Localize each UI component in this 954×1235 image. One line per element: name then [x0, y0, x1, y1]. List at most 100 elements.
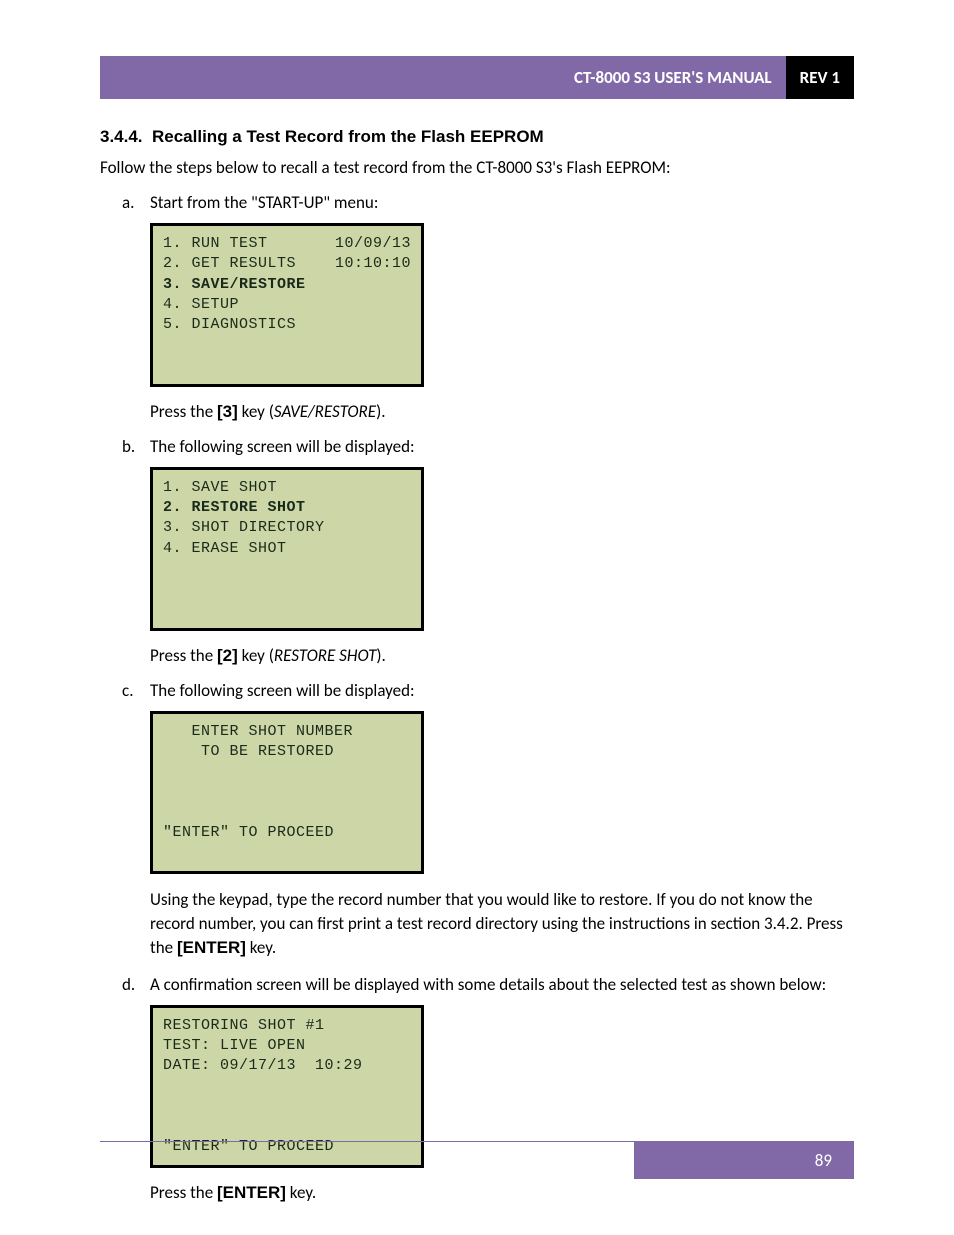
- lcd-text: ENTER SHOT NUMBER: [163, 722, 353, 742]
- lcd-line: 4. ERASE SHOT: [163, 539, 411, 559]
- lcd-line: [163, 803, 411, 823]
- lcd-line: "ENTER" TO PROCEED: [163, 823, 411, 843]
- lcd-line: [163, 782, 411, 802]
- step-marker: a.: [122, 192, 150, 422]
- lcd-text: [163, 1076, 173, 1096]
- lcd-text: [163, 782, 173, 802]
- italic-text: SAVE/RESTORE: [274, 401, 376, 422]
- lcd-line: 3. SAVE/RESTORE: [163, 275, 411, 295]
- lcd-line: 2. GET RESULTS 10:10:10: [163, 254, 411, 274]
- lcd-text: TO BE RESTORED: [163, 742, 334, 762]
- header-title: CT-8000 S3 USER'S MANUAL: [100, 56, 786, 99]
- lcd-text: 2. RESTORE SHOT: [163, 498, 306, 518]
- lcd-screen-startup: 1. RUN TEST 10/09/13 2. GET RESULTS 10:10:1…: [150, 223, 424, 387]
- step-pre-text: The following screen will be displayed:: [150, 680, 854, 701]
- lcd-line: TO BE RESTORED: [163, 742, 411, 762]
- lcd-line: 4. SETUP: [163, 295, 411, 315]
- lcd-line: [163, 599, 411, 619]
- lcd-line: [163, 579, 411, 599]
- lcd-line: [163, 843, 411, 863]
- step-post-text: Press the [3] key (SAVE/RESTORE).: [150, 401, 854, 422]
- document-page: CT-8000 S3 USER'S MANUAL REV 1 3.4.4. Re…: [0, 0, 954, 1203]
- lcd-line: [163, 356, 411, 376]
- lcd-text: 4. SETUP: [163, 295, 239, 315]
- lcd-line: [163, 1117, 411, 1137]
- step-b: b. The following screen will be displaye…: [122, 436, 854, 666]
- step-marker: b.: [122, 436, 150, 666]
- section-title: Recalling a Test Record from the Flash E…: [152, 127, 544, 146]
- step-pre-text: Start from the "START-UP" menu:: [150, 192, 854, 213]
- step-list: a. Start from the "START-UP" menu: 1. RU…: [100, 192, 854, 1203]
- section-heading: 3.4.4. Recalling a Test Record from the …: [100, 127, 854, 147]
- lcd-line: RESTORING SHOT #1: [163, 1016, 411, 1036]
- lcd-text: 4. ERASE SHOT: [163, 539, 287, 559]
- lcd-line: 3. SHOT DIRECTORY: [163, 518, 411, 538]
- lcd-text: DATE: 09/17/13 10:29: [163, 1056, 363, 1076]
- text: Press the: [150, 645, 217, 666]
- lcd-text: 1. RUN TEST: [163, 234, 268, 254]
- text: key (: [238, 401, 274, 422]
- text: ).: [376, 401, 385, 422]
- footer-bar: 89: [100, 1142, 854, 1179]
- step-post-text: Press the [ENTER] key.: [150, 1182, 854, 1203]
- lcd-text: [163, 579, 173, 599]
- lcd-text: 2. GET RESULTS: [163, 254, 296, 274]
- lcd-text: 3. SAVE/RESTORE: [163, 275, 306, 295]
- lcd-text: [163, 1097, 173, 1117]
- key-label: [ENTER]: [217, 1183, 286, 1202]
- lcd-text: [163, 843, 173, 863]
- lcd-line: 1. SAVE SHOT: [163, 478, 411, 498]
- lcd-text: 10/09/13: [335, 234, 411, 254]
- lcd-line: DATE: 09/17/13 10:29: [163, 1056, 411, 1076]
- italic-text: RESTORE SHOT: [274, 645, 377, 666]
- header-bar: CT-8000 S3 USER'S MANUAL REV 1: [100, 56, 854, 99]
- lcd-text: 5. DIAGNOSTICS: [163, 315, 296, 335]
- page-footer: 89: [100, 1141, 854, 1179]
- lcd-line: 5. DIAGNOSTICS: [163, 315, 411, 335]
- lcd-line: [163, 335, 411, 355]
- text: ).: [376, 645, 385, 666]
- lcd-text: RESTORING SHOT #1: [163, 1016, 325, 1036]
- step-c: c. The following screen will be displaye…: [122, 680, 854, 960]
- page-number: 89: [634, 1142, 854, 1179]
- intro-text: Follow the steps below to recall a test …: [100, 157, 854, 178]
- lcd-line: [163, 559, 411, 579]
- lcd-line: [163, 1076, 411, 1096]
- lcd-text: "ENTER" TO PROCEED: [163, 823, 334, 843]
- key-label: [2]: [217, 646, 238, 665]
- lcd-text: [163, 559, 173, 579]
- lcd-text: 3. SHOT DIRECTORY: [163, 518, 325, 538]
- lcd-line: 1. RUN TEST 10/09/13: [163, 234, 411, 254]
- lcd-screen-save-restore: 1. SAVE SHOT2. RESTORE SHOT3. SHOT DIREC…: [150, 467, 424, 631]
- lcd-line: 2. RESTORE SHOT: [163, 498, 411, 518]
- text: key.: [286, 1182, 316, 1203]
- lcd-line: [163, 762, 411, 782]
- step-body: Start from the "START-UP" menu: 1. RUN T…: [150, 192, 854, 422]
- step-a: a. Start from the "START-UP" menu: 1. RU…: [122, 192, 854, 422]
- step-body: The following screen will be displayed: …: [150, 680, 854, 960]
- step-pre-text: A confirmation screen will be displayed …: [150, 974, 854, 995]
- lcd-text: 10:10:10: [335, 254, 411, 274]
- lcd-text: [163, 1117, 173, 1137]
- header-rev: REV 1: [786, 56, 854, 99]
- lcd-text: [163, 356, 173, 376]
- step-pre-text: The following screen will be displayed:: [150, 436, 854, 457]
- step-body: The following screen will be displayed: …: [150, 436, 854, 666]
- lcd-text: TEST: LIVE OPEN: [163, 1036, 306, 1056]
- key-label: [ENTER]: [177, 938, 246, 957]
- section-number: 3.4.4.: [100, 127, 143, 146]
- lcd-text: [163, 803, 173, 823]
- text: key.: [246, 937, 276, 958]
- step-body-text: Using the keypad, type the record number…: [150, 888, 854, 959]
- text: Press the: [150, 401, 217, 422]
- lcd-screen-enter-shot: ENTER SHOT NUMBER TO BE RESTORED "ENTER"…: [150, 711, 424, 875]
- step-marker: c.: [122, 680, 150, 960]
- lcd-text: [163, 599, 173, 619]
- lcd-text: [163, 335, 173, 355]
- text: key (: [238, 645, 274, 666]
- key-label: [3]: [217, 402, 238, 421]
- step-post-text: Press the [2] key (RESTORE SHOT).: [150, 645, 854, 666]
- text: Press the: [150, 1182, 217, 1203]
- lcd-text: 1. SAVE SHOT: [163, 478, 277, 498]
- lcd-line: ENTER SHOT NUMBER: [163, 722, 411, 742]
